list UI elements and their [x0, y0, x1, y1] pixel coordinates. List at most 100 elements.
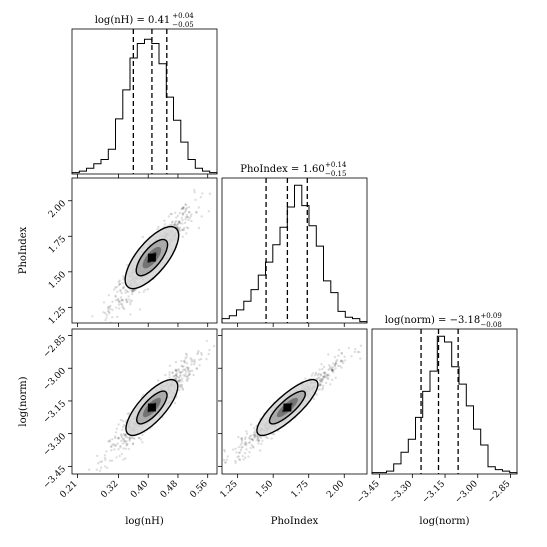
sample-point: [129, 435, 132, 439]
sample-point: [190, 219, 193, 223]
sample-point: [223, 450, 227, 453]
sample-point: [170, 223, 173, 227]
hist-bin: [423, 391, 430, 474]
sample-point: [212, 344, 216, 348]
sample-point: [103, 465, 107, 468]
sample-point: [244, 441, 247, 444]
sample-point: [344, 359, 347, 362]
sample-point: [108, 306, 111, 309]
panel-frame: [71, 328, 218, 475]
sample-point: [187, 205, 191, 209]
x-tick-label: 0.48: [159, 479, 180, 500]
sample-point: [110, 459, 114, 462]
sample-point: [184, 369, 187, 372]
sample-point: [337, 348, 341, 352]
hist-bin: [287, 207, 294, 323]
sample-point: [180, 216, 184, 219]
sample-point: [208, 348, 211, 352]
sample-point: [120, 439, 123, 443]
sample-point: [124, 457, 127, 460]
sample-point: [255, 439, 258, 442]
sample-point: [177, 376, 181, 379]
sample-point: [340, 366, 343, 369]
sample-point: [249, 438, 252, 441]
sample-point: [244, 442, 247, 445]
sample-point: [340, 352, 343, 355]
sample-point: [119, 290, 122, 293]
sample-point: [110, 449, 113, 452]
sample-point: [182, 206, 185, 209]
sample-point: [103, 335, 105, 337]
sample-point: [179, 372, 182, 375]
sample-point: [118, 282, 122, 286]
y-tick-label: 1.50: [47, 270, 68, 291]
sample-point: [356, 350, 360, 354]
sample-point: [124, 298, 128, 301]
sample-point: [178, 220, 181, 224]
sample-point: [186, 369, 190, 372]
sample-point: [175, 369, 178, 373]
sample-point: [320, 363, 323, 366]
sample-point: [104, 311, 107, 315]
sample-point: [184, 357, 187, 360]
sample-point: [121, 428, 124, 432]
sample-point: [88, 468, 91, 471]
sample-point: [179, 371, 182, 374]
sample-point: [103, 456, 107, 460]
sample-point: [185, 370, 188, 374]
sample-point: [126, 436, 129, 439]
sample-point: [132, 436, 135, 439]
sample-point: [122, 306, 125, 309]
sample-point: [132, 288, 135, 292]
sample-point: [102, 311, 105, 314]
sample-point: [325, 374, 329, 377]
sample-point: [120, 292, 124, 295]
sample-point: [323, 371, 326, 374]
sample-point: [111, 438, 114, 441]
sample-point: [129, 288, 132, 292]
sample-point: [107, 309, 110, 313]
sample-point: [124, 433, 127, 437]
sample-point: [178, 379, 181, 382]
histogram-outline: [371, 335, 518, 474]
sample-point: [318, 383, 322, 387]
sample-point: [315, 393, 318, 396]
sample-point: [181, 387, 184, 390]
sample-point: [189, 357, 192, 360]
sample-point: [117, 300, 121, 303]
sample-point: [183, 360, 186, 363]
sample-point: [324, 371, 327, 375]
sample-point: [318, 382, 321, 385]
sample-point: [184, 373, 187, 376]
sample-point: [195, 367, 198, 371]
sample-point: [99, 466, 103, 469]
sample-point: [182, 368, 185, 371]
sample-point: [247, 441, 251, 444]
sample-point: [327, 353, 330, 356]
x-tick-label: −3.45: [355, 479, 382, 506]
sample-point: [237, 435, 240, 439]
sample-point: [185, 366, 188, 369]
density-peak: [147, 253, 156, 262]
sample-point: [112, 443, 116, 446]
hist-bin: [401, 452, 408, 474]
sample-point: [222, 458, 226, 462]
sample-point: [116, 442, 119, 445]
sample-point: [178, 380, 181, 384]
sample-point: [120, 302, 123, 306]
sample-point: [176, 375, 179, 379]
sample-point: [185, 355, 188, 359]
sample-point: [193, 361, 197, 364]
sample-point: [253, 434, 256, 437]
sample-point: [218, 473, 220, 475]
sample-point: [248, 451, 251, 454]
sample-point: [139, 438, 143, 441]
sample-point: [253, 434, 256, 437]
title-error-plus: +0.04: [172, 12, 194, 20]
sample-point: [184, 218, 187, 221]
sample-point: [241, 454, 244, 458]
sample-point: [107, 305, 110, 309]
sample-point: [235, 451, 238, 454]
sample-point: [243, 452, 247, 455]
sample-point: [257, 439, 261, 442]
